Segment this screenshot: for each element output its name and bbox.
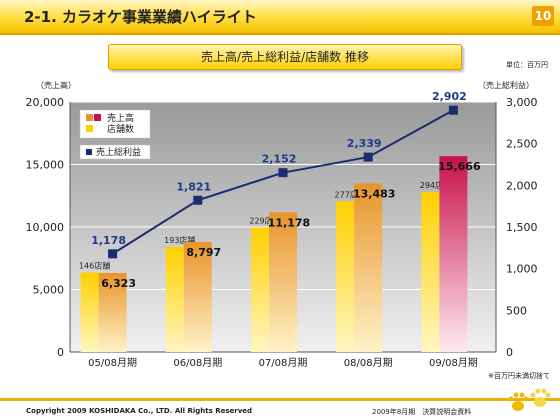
store-count-label: 294店舗 — [420, 180, 451, 190]
paw-print-icon — [508, 388, 551, 411]
right-tick-label: 2,500 — [506, 138, 538, 151]
page-number: 10 — [532, 6, 554, 26]
document-label: 2009年8月期 決算説明会資料 — [372, 408, 472, 416]
sales-value-label: 6,323 — [101, 277, 136, 290]
legend-swatch-sales-2 — [94, 114, 101, 121]
category-label: 08/08月期 — [344, 357, 393, 369]
gross-profit-point — [108, 249, 118, 259]
chart-title: 売上高/売上総利益/店舗数 推移 — [108, 44, 462, 70]
gross-profit-point — [363, 152, 373, 162]
left-tick-label: 20,000 — [26, 96, 65, 109]
right-tick-label: 2,000 — [506, 179, 538, 192]
footer-divider — [0, 398, 560, 401]
store-count-bar — [251, 227, 273, 352]
category-label: 07/08月期 — [259, 357, 308, 369]
legend-swatch-profit — [86, 149, 92, 155]
left-tick-label: 15,000 — [26, 159, 65, 172]
right-tick-label: 3,000 — [506, 96, 538, 109]
right-tick-label: 0 — [506, 346, 513, 359]
store-count-label: 229店舗 — [249, 215, 280, 225]
store-count-bar — [336, 201, 359, 352]
gross-profit-label: 1,821 — [176, 180, 211, 193]
unit-note: 単位：百万円 — [506, 61, 548, 69]
sales-value-label: 11,178 — [268, 216, 310, 229]
legend-swatch-stores — [86, 125, 93, 132]
left-axis-title: （売上高） — [36, 80, 76, 90]
store-count-bar — [421, 192, 444, 352]
category-label: 05/08月期 — [88, 357, 137, 369]
category-label: 06/08月期 — [173, 357, 222, 369]
right-tick-label: 500 — [506, 304, 527, 317]
sales-bar — [98, 272, 127, 352]
store-count-label: 146店舗 — [79, 261, 110, 271]
right-tick-label: 1,000 — [506, 263, 538, 276]
right-tick-label: 1,500 — [506, 221, 538, 234]
legend-box-line — [79, 144, 151, 160]
sales-bar — [183, 242, 212, 352]
sales-bar — [439, 156, 468, 352]
store-count-label: 193店舗 — [164, 235, 195, 245]
store-count-label: 277店舗 — [335, 189, 366, 199]
legend-swatch-sales — [86, 114, 93, 121]
copyright-text: Copyright 2009 KOSHIDAKA Co., LTD. All R… — [26, 407, 253, 415]
sales-bar — [269, 212, 297, 352]
left-tick-label: 10,000 — [26, 221, 65, 234]
gross-profit-point — [278, 168, 288, 178]
right-axis-title: （売上総利益） — [478, 80, 534, 90]
gross-profit-label: 2,339 — [347, 137, 382, 150]
store-count-bar — [165, 246, 188, 352]
left-tick-label: 0 — [57, 346, 64, 359]
left-tick-label: 5,000 — [33, 284, 65, 297]
legend-label-stores: 店舗数 — [107, 123, 134, 135]
gross-profit-label: 1,178 — [91, 234, 126, 247]
legend-box-bars — [79, 109, 151, 139]
sales-value-label: 13,483 — [353, 187, 395, 200]
legend-label-profit: 売上総利益 — [96, 146, 141, 158]
header-bar: 2-1. カラオケ事業業績ハイライト 10 — [0, 0, 560, 35]
gross-profit-label: 2,902 — [432, 90, 467, 103]
sales-profit-store-chart: 0 5,000 10,000 15,000 20,000 0 500 1,000 1,500 2,… — [26, 80, 551, 380]
store-count-bar — [80, 272, 103, 352]
legend-label-sales: 売上高 — [107, 112, 134, 124]
sales-bar — [354, 183, 383, 352]
gross-profit-point — [193, 195, 203, 205]
gross-profit-label: 2,152 — [262, 153, 297, 166]
sales-value-label: 8,797 — [186, 246, 221, 259]
page-title: 2-1. カラオケ事業業績ハイライト — [24, 8, 257, 26]
sales-value-label: 15,666 — [438, 160, 481, 173]
gross-profit-point — [448, 105, 458, 115]
category-label: 09/08月期 — [429, 357, 478, 369]
footnote: ※百万円未満切捨て — [488, 371, 550, 380]
